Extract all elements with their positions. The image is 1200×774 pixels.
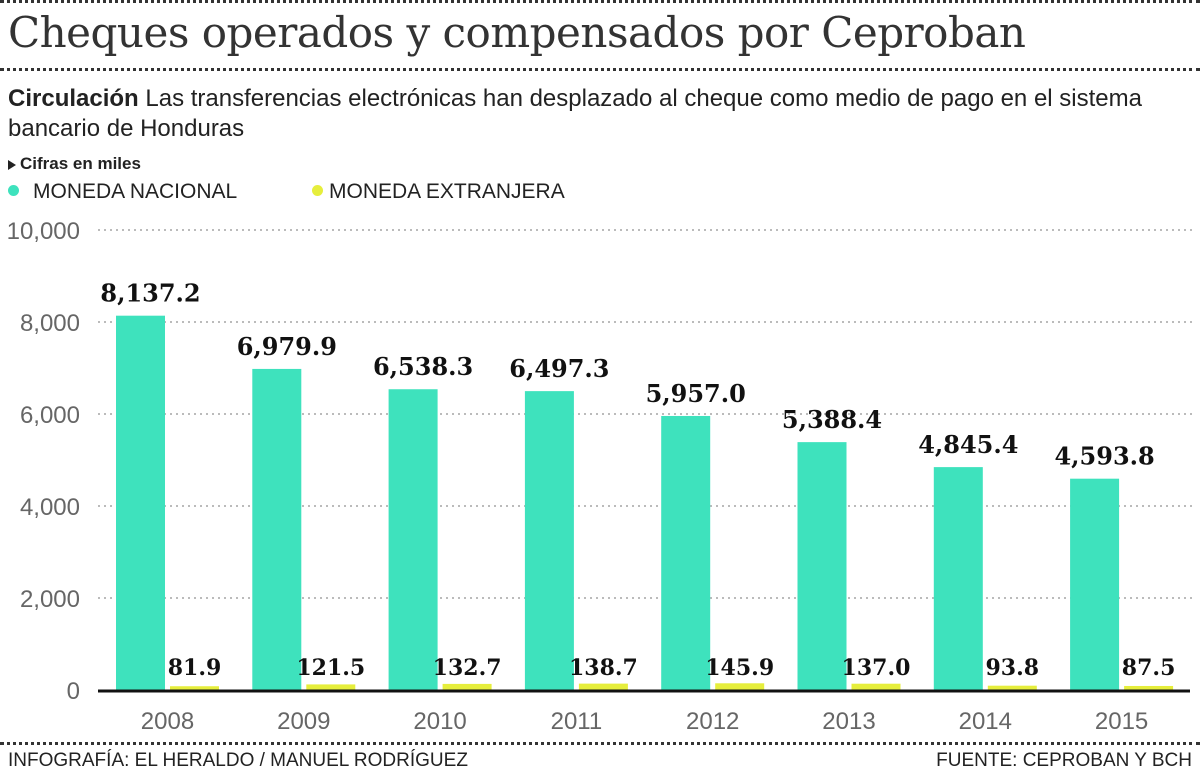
y-axis-tick-labels: 0 2,000 4,000 6,000 8,000 10,000	[7, 218, 80, 705]
bar-extranjera	[987, 685, 1037, 690]
data-label-nacional: 6,979.9	[237, 332, 337, 361]
bar-nacional	[1070, 478, 1120, 690]
bar-nacional	[661, 415, 711, 690]
bar-extranjera	[306, 684, 356, 690]
data-label-extranjera: 121.5	[296, 655, 365, 681]
chart-title: Cheques operados y compensados por Cepro…	[8, 8, 1026, 57]
x-tick-label: 2014	[959, 708, 1012, 730]
x-tick-label: 2012	[686, 708, 739, 730]
data-label-nacional: 5,957.0	[646, 379, 746, 408]
bar-extranjera	[1124, 685, 1174, 690]
bar-extranjera	[170, 686, 219, 690]
bar-nacional	[797, 442, 847, 690]
data-label-extranjera: 81.9	[168, 655, 222, 681]
title-dotted-rule	[0, 68, 1200, 71]
data-label-extranjera: 138.7	[569, 655, 638, 681]
data-label-extranjera: 87.5	[1122, 655, 1176, 681]
subtitle-lead: Circulación	[8, 85, 139, 112]
y-tick-label: 6,000	[20, 402, 80, 429]
bar-extranjera	[442, 683, 492, 690]
data-label-nacional: 4,845.4	[918, 430, 1018, 459]
bar-extranjera	[578, 683, 628, 690]
data-label-nacional: 6,538.3	[373, 352, 473, 381]
footer-dotted-rule	[0, 742, 1200, 745]
data-label-nacional: 4,593.8	[1054, 442, 1154, 471]
bar-chart: 0 2,000 4,000 6,000 8,000 10,000 8,137.2 81.9 6…	[7, 218, 1196, 730]
data-label-nacional: 8,137.2	[100, 279, 200, 308]
triangle-bullet-icon	[8, 159, 16, 170]
data-label-nacional: 5,388.4	[782, 405, 882, 434]
data-label-extranjera: 137.0	[842, 655, 911, 681]
bar-extranjera	[715, 683, 765, 690]
legend-swatch-extranjera	[312, 184, 323, 196]
x-tick-label: 2008	[141, 708, 194, 730]
x-tick-label: 2013	[822, 708, 875, 730]
top-dotted-rule	[0, 0, 1200, 3]
x-tick-label: 2015	[1095, 708, 1148, 730]
x-tick-label: 2011	[551, 708, 603, 730]
x-tick-label: 2009	[277, 708, 330, 730]
legend-item-nacional: MONEDA NACIONAL	[8, 180, 237, 204]
data-label-extranjera: 132.7	[433, 655, 502, 681]
bar-extranjera	[851, 683, 901, 690]
units-note: Cifras en miles	[8, 154, 141, 174]
y-tick-label: 8,000	[20, 310, 80, 337]
legend-label-nacional: MONEDA NACIONAL	[33, 180, 238, 203]
y-tick-label: 10,000	[7, 218, 80, 245]
data-label-extranjera: 145.9	[705, 655, 774, 681]
y-tick-label: 0	[67, 678, 80, 705]
chart-subtitle: Circulación Las transferencias electróni…	[8, 84, 1188, 144]
x-tick-label: 2010	[413, 708, 466, 730]
bar-nacional	[388, 389, 438, 690]
data-label-nacional: 6,497.3	[509, 354, 609, 383]
y-tick-label: 2,000	[20, 586, 80, 613]
data-source: FUENTE: CEPROBAN Y BCH	[936, 750, 1192, 771]
bar-nacional	[116, 315, 165, 690]
legend-swatch-nacional	[8, 184, 19, 196]
legend-item-extranjera: MONEDA EXTRANJERA	[312, 180, 565, 204]
legend-label-extranjera: MONEDA EXTRANJERA	[329, 180, 565, 203]
infographic-credit: INFOGRAFÍA: EL HERALDO / MANUEL RODRÍGUE…	[8, 750, 468, 771]
subtitle-text: Las transferencias electrónicas han desp…	[8, 85, 1142, 142]
bars	[116, 315, 1174, 690]
y-tick-label: 4,000	[20, 494, 80, 521]
bar-nacional	[252, 368, 302, 690]
bar-nacional	[933, 467, 983, 690]
bar-nacional	[524, 391, 574, 690]
units-note-text: Cifras en miles	[20, 154, 141, 173]
data-labels: 8,137.2 81.9 6,979.9 121.5 6,538.3 132.7 6,497…	[100, 279, 1175, 681]
data-label-extranjera: 93.8	[986, 655, 1040, 681]
x-axis-tick-labels: 2008 2009 2010 2011 2012 2013 2014 2015	[141, 708, 1148, 730]
